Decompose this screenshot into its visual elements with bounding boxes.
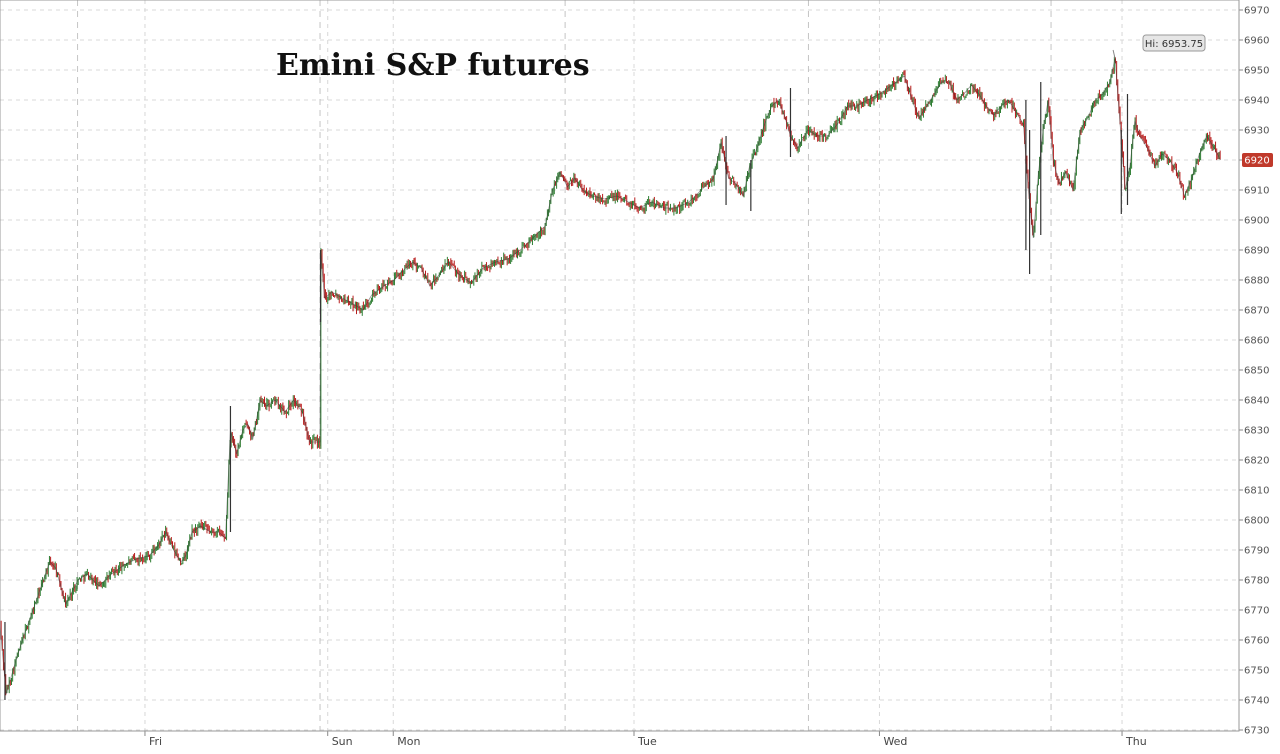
x-axis: Fri Sun Mon Tue Wed Thu: [144, 731, 1147, 748]
last-price-label: 6920: [1244, 156, 1269, 167]
candles: [0, 56, 1221, 700]
x-tick-label-tue: Tue: [637, 735, 657, 748]
y-tick-label: 6810: [1244, 486, 1269, 497]
y-tick-label: 6860: [1244, 336, 1269, 347]
y-tick-label: 6900: [1244, 216, 1269, 227]
y-tick-label: 6830: [1244, 426, 1269, 437]
y-tick-label: 6740: [1244, 696, 1269, 707]
y-tick-label: 6850: [1244, 366, 1269, 377]
y-tick-label: 6950: [1244, 66, 1269, 77]
y-tick-label: 6800: [1244, 516, 1269, 527]
y-tick-label: 6890: [1244, 246, 1269, 257]
grid-layer: [0, 0, 1239, 731]
plot-frame: [0, 0, 1240, 732]
y-tick-label: 6870: [1244, 306, 1269, 317]
y-tick-label: 6760: [1244, 636, 1269, 647]
annotations: Hi: 6953.75 6920: [1112, 34, 1273, 167]
y-tick-label: 6910: [1244, 186, 1269, 197]
y-tick-label: 6750: [1244, 666, 1269, 677]
x-tick-label-fri: Fri: [149, 735, 162, 748]
y-tick-label: 6880: [1244, 276, 1269, 287]
y-tick-label: 6820: [1244, 456, 1269, 467]
hi-callout-box: [1142, 34, 1206, 52]
y-tick-label: 6840: [1244, 396, 1269, 407]
hi-callout-pointer: [1112, 49, 1116, 59]
hi-callout-label: Hi: 6953.75: [1145, 39, 1203, 50]
y-tick-label: 6730: [1244, 726, 1269, 737]
y-axis: 6730 6740 6750 6760 6770 6780 6790 6800 6810 6820…: [1239, 6, 1269, 737]
last-price-badge: [1242, 153, 1273, 167]
x-tick-label-mon: Mon: [397, 735, 420, 748]
y-tick-label: 6960: [1244, 36, 1269, 47]
chart-title: Emini S&P futures: [276, 48, 590, 83]
y-tick-label: 6770: [1244, 606, 1269, 617]
y-tick-label: 6930: [1244, 126, 1269, 137]
x-tick-label-sun: Sun: [332, 735, 353, 748]
y-tick-label: 6940: [1244, 96, 1269, 107]
y-tick-label: 6790: [1244, 546, 1269, 557]
x-tick-label-thu: Thu: [1125, 735, 1147, 748]
y-tick-label: 6780: [1244, 576, 1269, 587]
x-tick-label-wed: Wed: [883, 735, 907, 748]
price-line: [0, 57, 1221, 695]
y-tick-label: 6970: [1244, 6, 1269, 17]
